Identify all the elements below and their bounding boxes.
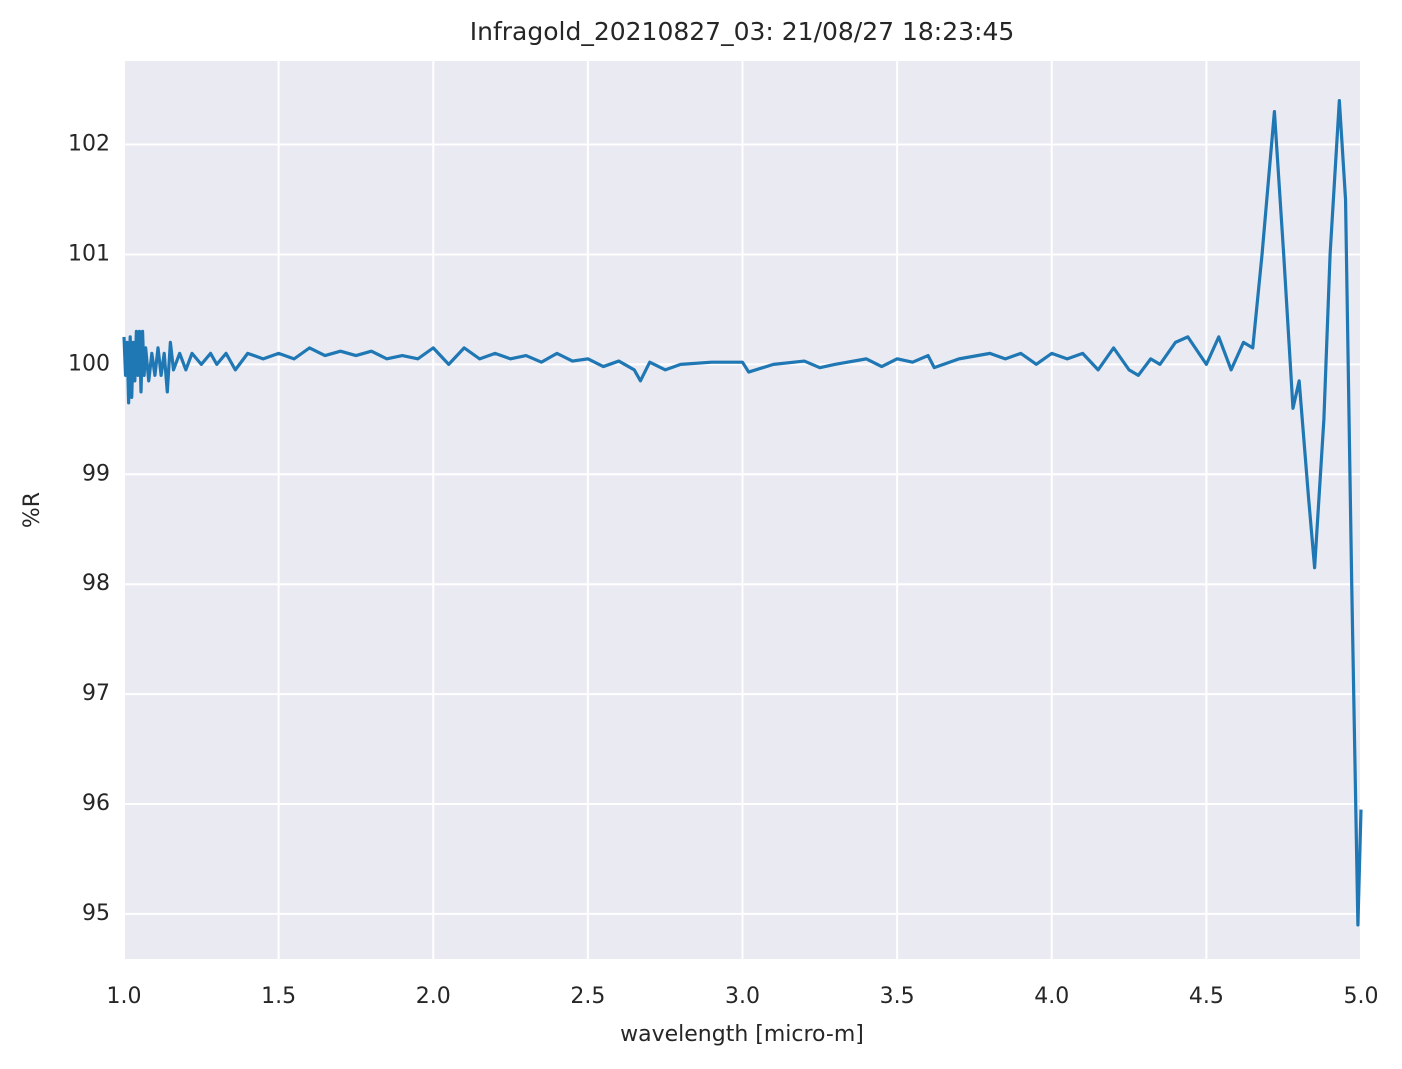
chart-title: Infragold_20210827_03: 21/08/27 18:23:45 [470, 17, 1015, 46]
x-tick-label: 2.5 [570, 984, 605, 1009]
x-tick-label: 3.5 [880, 984, 915, 1009]
y-tick-label: 102 [68, 132, 110, 157]
y-axis-label: %R [20, 492, 45, 528]
data-line [122, 98, 1363, 927]
x-tick-label: 5.0 [1344, 984, 1379, 1009]
y-tick-label: 100 [68, 351, 110, 376]
x-tick-label: 3.0 [725, 984, 760, 1009]
x-tick-label: 1.0 [107, 984, 142, 1009]
y-tick-label: 98 [82, 571, 110, 596]
x-tick-label: 4.5 [1189, 984, 1224, 1009]
y-tick-label: 95 [82, 901, 110, 926]
y-tick-label: 96 [82, 791, 110, 816]
y-tick-label: 101 [68, 241, 110, 266]
x-axis-label: wavelength [micro-m] [620, 1022, 864, 1047]
x-tick-label: 4.0 [1034, 984, 1069, 1009]
y-tick-label: 99 [82, 461, 110, 486]
x-tick-label: 1.5 [261, 984, 296, 1009]
y-tick-label: 97 [82, 681, 110, 706]
x-tick-label: 2.0 [416, 984, 451, 1009]
